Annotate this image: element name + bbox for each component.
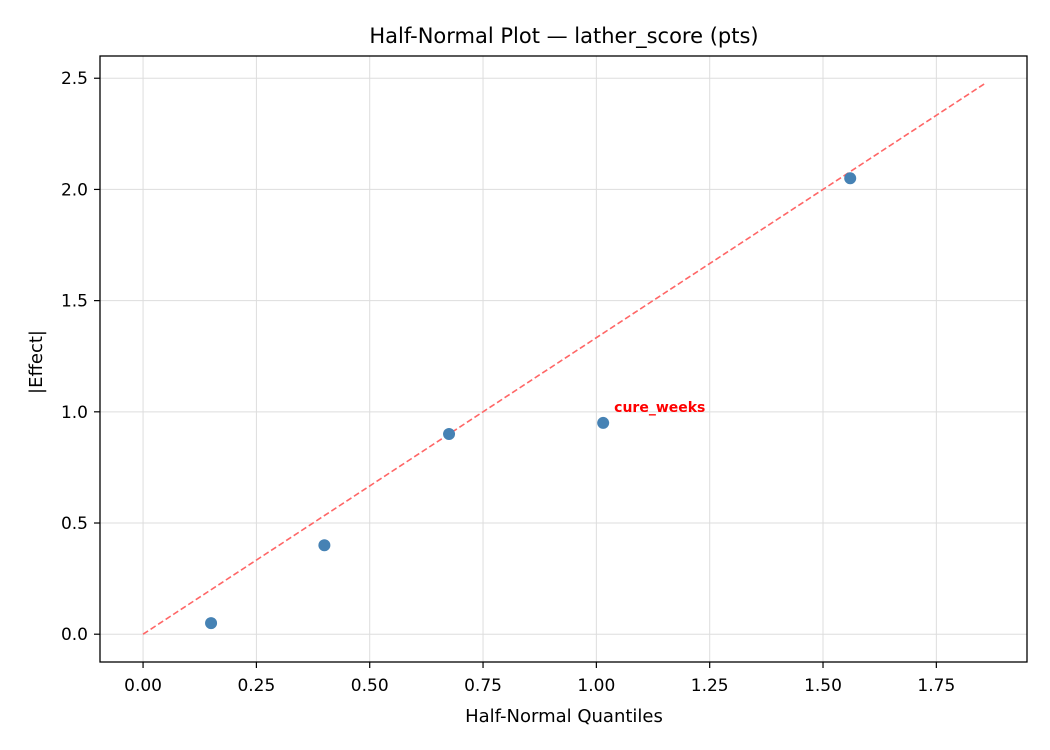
x-tick-label: 1.25 (691, 676, 729, 696)
x-tick-label: 1.00 (577, 676, 615, 696)
x-tick-label: 0.75 (464, 676, 502, 696)
plot-frame (99, 55, 1028, 663)
data-point (318, 539, 331, 552)
y-tick-label: 2.5 (61, 69, 88, 89)
x-axis-ticks: 0.00 0.25 0.50 0.75 1.00 1.25 1.50 1.75 (124, 662, 955, 696)
data-point (597, 416, 610, 429)
x-tick-label: 0.25 (237, 676, 275, 696)
x-axis-label: Half-Normal Quantiles (465, 706, 663, 727)
reference-line (142, 82, 987, 635)
x-tick-label: 1.75 (917, 676, 955, 696)
reference-line-group (142, 82, 987, 635)
x-tick-label: 0.00 (124, 676, 162, 696)
data-points (205, 172, 857, 630)
data-point (205, 617, 218, 630)
x-tick-label: 1.50 (804, 676, 842, 696)
y-tick-label: 1.5 (61, 292, 88, 312)
y-tick-label: 0.5 (61, 514, 88, 534)
y-axis-label: |Effect| (26, 330, 47, 394)
data-point (443, 428, 456, 441)
x-tick-label: 0.50 (351, 676, 389, 696)
y-tick-label: 1.0 (61, 403, 88, 423)
annotations: cure_weeks (614, 400, 705, 416)
y-axis-ticks: 0.0 0.5 1.0 1.5 2.0 2.5 (61, 69, 100, 645)
data-point (844, 172, 857, 185)
grid-lines (100, 56, 1027, 662)
chart-title: Half-Normal Plot — lather_score (pts) (369, 24, 758, 49)
y-tick-label: 2.0 (61, 180, 88, 200)
y-tick-label: 0.0 (61, 625, 88, 645)
annotation-label: cure_weeks (614, 400, 705, 416)
